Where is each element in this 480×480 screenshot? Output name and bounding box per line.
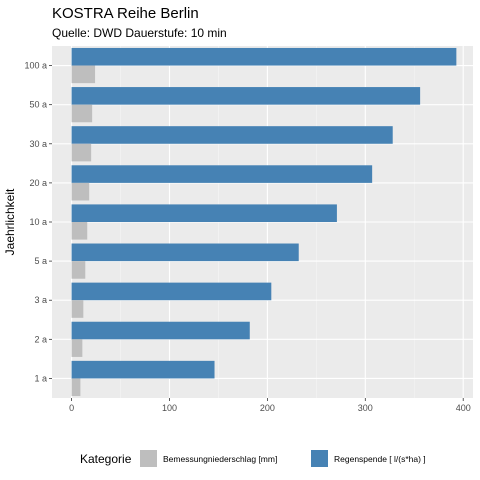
chart-title: KOSTRA Reihe Berlin: [52, 5, 199, 22]
bar-regenspende: [71, 47, 457, 66]
legend-label: Regenspende [ l/(s*ha) ]: [334, 454, 426, 464]
bar-bemessungniederschlag: [71, 261, 86, 279]
chart-subtitle: Quelle: DWD Dauerstufe: 10 min: [52, 26, 227, 40]
y-tick-label: 30 a: [29, 139, 47, 149]
y-axis-ticks: 1 a 2 a 3 a 5 a 10 a 20 a 30 a 50 a 100 a: [24, 61, 52, 383]
bar-regenspende: [71, 204, 337, 222]
bar-bemessungniederschlag: [71, 222, 88, 240]
x-tick-label: 400: [456, 403, 471, 413]
bar-bemessungniederschlag: [71, 65, 96, 84]
bars: [71, 47, 457, 397]
y-tick-label: 10 a: [29, 217, 47, 227]
y-tick-label: 100 a: [24, 61, 47, 71]
legend-title: Kategorie: [80, 452, 132, 466]
bar-regenspende: [71, 165, 373, 183]
y-tick-label: 3 a: [34, 295, 47, 305]
y-tick-label: 20 a: [29, 178, 47, 188]
bar-regenspende: [71, 360, 215, 379]
bar-bemessungniederschlag: [71, 143, 92, 162]
legend-key: [311, 450, 328, 467]
bar-bemessungniederschlag: [71, 378, 81, 397]
bar-regenspende: [71, 282, 272, 301]
bar-bemessungniederschlag: [71, 104, 93, 123]
y-tick-label: 50 a: [29, 100, 47, 110]
bar-bemessungniederschlag: [71, 300, 84, 318]
y-tick-label: 1 a: [34, 373, 47, 383]
y-tick-label: 2 a: [34, 334, 47, 344]
bar-bemessungniederschlag: [71, 339, 83, 357]
legend-label: Bemessungniederschlag [mm]: [163, 454, 277, 464]
bar-bemessungniederschlag: [71, 182, 90, 201]
bar-regenspende: [71, 243, 299, 262]
x-tick-label: 300: [358, 403, 373, 413]
legend-key: [140, 450, 157, 467]
x-tick-label: 200: [260, 403, 275, 413]
legend: Kategorie Bemessungniederschlag [mm] Rege…: [80, 450, 426, 467]
bar-regenspende: [71, 321, 250, 340]
x-tick-label: 0: [69, 403, 74, 413]
x-tick-label: 100: [162, 403, 177, 413]
y-axis-label: Jaehrlichkeit: [3, 188, 17, 255]
y-tick-label: 5 a: [34, 256, 47, 266]
bar-regenspende: [71, 87, 421, 105]
x-axis-ticks: 0 100 200 300 400: [69, 398, 471, 413]
bar-regenspende: [71, 126, 393, 144]
